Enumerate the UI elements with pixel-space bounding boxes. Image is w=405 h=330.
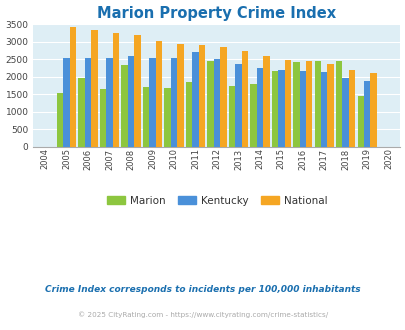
Bar — [284, 60, 290, 147]
Bar — [156, 41, 162, 147]
Bar — [70, 27, 76, 147]
Bar — [143, 87, 149, 147]
Bar — [320, 73, 327, 147]
Bar — [241, 51, 247, 147]
Bar — [149, 58, 156, 147]
Bar — [85, 58, 91, 147]
Bar — [327, 64, 333, 147]
Bar — [271, 71, 277, 147]
Bar — [256, 68, 262, 147]
Bar — [121, 65, 128, 147]
Bar — [63, 58, 70, 147]
Bar — [348, 70, 354, 147]
Bar — [177, 44, 183, 147]
Bar — [228, 86, 234, 147]
Bar — [314, 61, 320, 147]
Bar — [363, 81, 369, 147]
Bar — [57, 93, 63, 147]
Title: Marion Property Crime Index: Marion Property Crime Index — [97, 6, 336, 20]
Bar — [207, 60, 213, 147]
Bar — [128, 56, 134, 147]
Bar — [277, 70, 284, 147]
Bar — [91, 30, 98, 147]
Bar — [292, 62, 299, 147]
Bar — [357, 96, 363, 147]
Bar — [220, 47, 226, 147]
Bar — [299, 71, 305, 147]
Bar — [171, 58, 177, 147]
Bar — [249, 84, 256, 147]
Bar — [113, 33, 119, 147]
Bar — [335, 61, 342, 147]
Text: Crime Index corresponds to incidents per 100,000 inhabitants: Crime Index corresponds to incidents per… — [45, 285, 360, 294]
Bar — [213, 59, 220, 147]
Bar — [100, 88, 106, 147]
Bar — [305, 61, 312, 147]
Bar — [342, 79, 348, 147]
Bar — [185, 82, 192, 147]
Text: © 2025 CityRating.com - https://www.cityrating.com/crime-statistics/: © 2025 CityRating.com - https://www.city… — [78, 312, 327, 318]
Bar — [369, 73, 376, 147]
Bar — [134, 35, 141, 147]
Bar — [164, 88, 171, 147]
Bar — [198, 45, 205, 147]
Legend: Marion, Kentucky, National: Marion, Kentucky, National — [102, 191, 330, 210]
Bar — [106, 58, 113, 147]
Bar — [262, 56, 269, 147]
Bar — [78, 78, 85, 147]
Bar — [192, 52, 198, 147]
Bar — [234, 64, 241, 147]
